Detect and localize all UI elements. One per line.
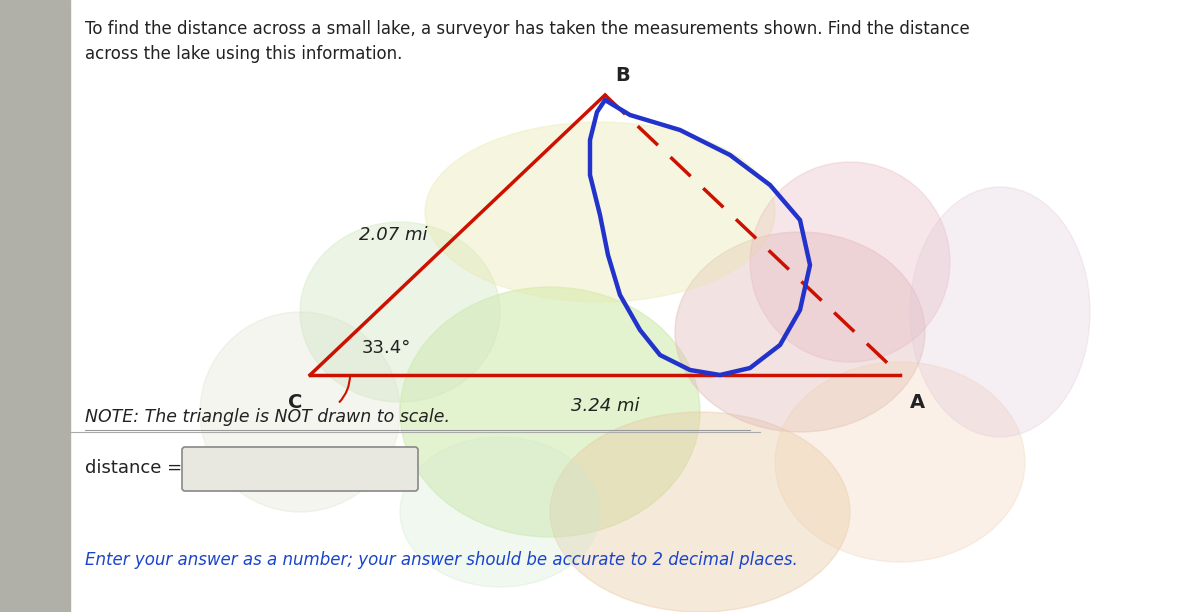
Text: NOTE: The triangle is NOT drawn to scale.: NOTE: The triangle is NOT drawn to scale… xyxy=(85,408,450,426)
Ellipse shape xyxy=(910,187,1090,437)
Text: B: B xyxy=(616,66,630,85)
Text: distance =: distance = xyxy=(85,459,182,477)
Text: 2.07 mi: 2.07 mi xyxy=(359,226,427,244)
Ellipse shape xyxy=(775,362,1025,562)
Ellipse shape xyxy=(674,232,925,432)
Text: A: A xyxy=(910,393,925,412)
Text: C: C xyxy=(288,393,302,412)
Text: 33.4°: 33.4° xyxy=(362,339,412,357)
Ellipse shape xyxy=(750,162,950,362)
Ellipse shape xyxy=(400,437,600,587)
Ellipse shape xyxy=(200,312,400,512)
Ellipse shape xyxy=(425,122,775,302)
Text: Enter your answer as a number; your answer should be accurate to 2 decimal place: Enter your answer as a number; your answ… xyxy=(85,551,798,569)
FancyBboxPatch shape xyxy=(182,447,418,491)
Ellipse shape xyxy=(300,222,500,402)
Text: To find the distance across a small lake, a surveyor has taken the measurements : To find the distance across a small lake… xyxy=(85,20,970,63)
Bar xyxy=(0,0,70,612)
Text: 3.24 mi: 3.24 mi xyxy=(571,397,640,415)
Ellipse shape xyxy=(550,412,850,612)
Ellipse shape xyxy=(400,287,700,537)
